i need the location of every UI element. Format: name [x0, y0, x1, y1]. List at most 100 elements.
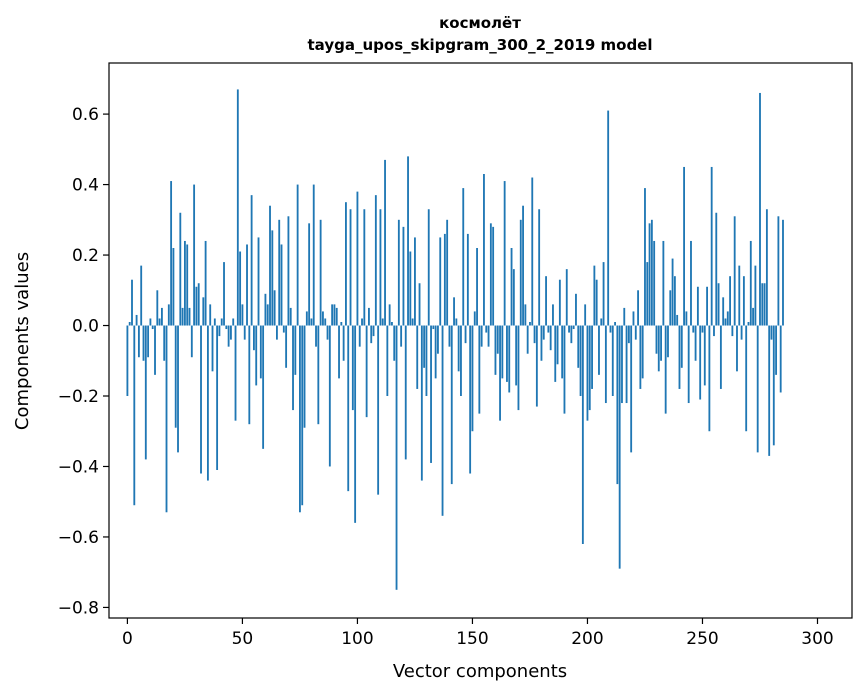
bar-263 — [731, 325, 734, 337]
bar-169 — [515, 325, 518, 386]
chart-subtitle: tayga_upos_skipgram_300_2_2019 model — [308, 36, 653, 54]
bar-107 — [372, 325, 375, 337]
bar-246 — [692, 325, 695, 333]
bar-39 — [216, 325, 219, 470]
x-tick-label: 200 — [571, 629, 603, 649]
bar-194 — [572, 325, 575, 330]
bar-165 — [506, 325, 508, 382]
bar-126 — [416, 325, 419, 389]
bar-90 — [333, 304, 336, 326]
bar-139 — [446, 219, 449, 326]
bar-183 — [547, 325, 550, 333]
bar-34 — [204, 240, 207, 326]
bar-128 — [420, 325, 423, 481]
bar-9 — [147, 325, 150, 358]
bar-160 — [494, 325, 497, 375]
bar-285 — [782, 219, 784, 326]
bar-275 — [759, 92, 761, 326]
bar-149 — [469, 325, 472, 474]
bar-198 — [581, 325, 584, 544]
bar-212 — [614, 322, 616, 326]
bar-48 — [236, 89, 239, 326]
bar-226 — [646, 262, 649, 326]
bar-77 — [303, 325, 306, 428]
bar-122 — [407, 156, 409, 326]
bar-283 — [777, 216, 780, 326]
x-axis-label: Vector components — [393, 661, 567, 682]
bar-141 — [450, 325, 453, 485]
bar-251 — [703, 325, 706, 386]
bar-53 — [248, 325, 251, 425]
bar-170 — [517, 325, 520, 411]
y-axis-label: Components values — [12, 252, 33, 430]
bar-19 — [170, 181, 173, 326]
bar-162 — [499, 325, 501, 421]
bar-148 — [466, 233, 469, 326]
bar-113 — [386, 325, 389, 396]
bar-167 — [510, 248, 513, 326]
bar-100 — [356, 191, 359, 326]
bar-116 — [393, 325, 396, 361]
bar-57 — [257, 237, 260, 326]
bar-121 — [404, 325, 407, 460]
bar-64 — [273, 290, 276, 326]
bar-240 — [678, 325, 681, 389]
bar-173 — [524, 304, 527, 326]
bar-71 — [289, 307, 292, 326]
bar-119 — [400, 325, 403, 347]
x-tick-label: 250 — [686, 629, 718, 649]
bar-75 — [299, 325, 301, 513]
bar-27 — [188, 307, 191, 326]
bar-174 — [526, 325, 529, 354]
bar-230 — [655, 325, 658, 354]
bar-237 — [671, 258, 674, 326]
bar-152 — [476, 248, 478, 326]
bar-221 — [634, 325, 637, 340]
bar-161 — [496, 325, 499, 354]
bar-192 — [568, 325, 570, 333]
y-tick-label: 0.0 — [72, 317, 99, 337]
bar-120 — [402, 226, 405, 326]
bar-277 — [763, 283, 766, 326]
bar-200 — [586, 325, 589, 421]
bar-278 — [765, 209, 768, 326]
bar-142 — [453, 297, 455, 326]
bar-37 — [211, 325, 214, 372]
bar-282 — [775, 325, 778, 375]
bar-153 — [478, 325, 481, 414]
bar-236 — [669, 290, 672, 326]
bar-239 — [676, 314, 679, 326]
bars-group — [126, 89, 784, 590]
x-tick-label: 150 — [456, 629, 488, 649]
bar-108 — [374, 195, 377, 326]
bar-5 — [137, 325, 140, 358]
bar-233 — [662, 240, 665, 326]
bar-164 — [503, 181, 506, 326]
bar-14 — [158, 318, 161, 326]
bar-180 — [540, 325, 543, 361]
bar-188 — [558, 279, 561, 326]
bar-2 — [131, 279, 133, 326]
bar-168 — [512, 269, 515, 326]
bar-25 — [183, 240, 186, 326]
bar-258 — [719, 325, 722, 389]
bar-266 — [738, 265, 741, 326]
bar-102 — [361, 318, 363, 326]
bar-245 — [690, 240, 692, 326]
bar-47 — [234, 325, 237, 421]
bar-254 — [710, 166, 713, 326]
bar-166 — [508, 325, 511, 393]
bar-138 — [443, 233, 446, 326]
bar-38 — [213, 318, 216, 326]
bar-43 — [225, 325, 228, 330]
bar-66 — [278, 219, 281, 326]
bar-256 — [715, 212, 718, 326]
bar-231 — [657, 325, 660, 372]
y-tick-label: −0.6 — [58, 528, 99, 548]
bar-46 — [232, 318, 235, 326]
bar-190 — [563, 325, 566, 414]
bar-175 — [529, 322, 531, 326]
bar-33 — [202, 297, 205, 326]
bar-215 — [621, 325, 623, 404]
bar-280 — [770, 325, 773, 340]
